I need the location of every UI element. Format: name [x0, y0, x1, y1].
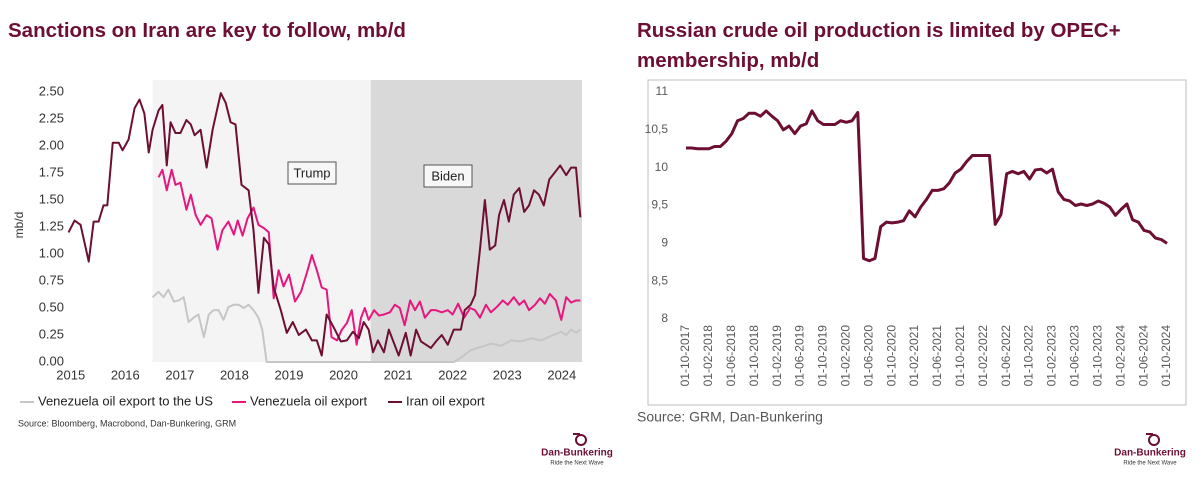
y-tick-label: 2.00 — [39, 137, 64, 152]
shaded-region — [152, 80, 371, 362]
source-note: Source: GRM, Dan-Bunkering — [637, 409, 823, 425]
x-tick-label: 2021 — [384, 367, 413, 382]
chart-title: Russian crude oil production is limited … — [637, 19, 1121, 72]
line-series — [157, 168, 581, 346]
logo-tagline: Ride the Next Wave — [550, 461, 604, 467]
chart-title: Sanctions on Iran are key to follow, mb/… — [8, 19, 406, 42]
x-tick-label: 01-06-2019 — [793, 325, 807, 387]
x-tick-label: 01-10-2017 — [678, 325, 692, 387]
line-series — [67, 92, 582, 357]
y-tick-label: 1.00 — [39, 245, 64, 260]
logo-icon — [1148, 434, 1160, 446]
y-tick-label: 10 — [655, 160, 669, 174]
legend-label: Venezuela oil export — [250, 393, 367, 408]
x-tick-label: 01-02-2024 — [1113, 325, 1127, 387]
x-tick-label: 01-06-2022 — [999, 325, 1013, 387]
annotation-label: Biden — [431, 168, 464, 183]
x-tick-label: 2019 — [275, 367, 304, 382]
x-tick-label: 01-10-2018 — [747, 325, 761, 387]
x-tick-label: 01-06-2024 — [1136, 325, 1150, 387]
y-tick-label: 8 — [661, 311, 668, 325]
y-tick-label: 1.25 — [39, 218, 64, 233]
y-tick-label: 11 — [656, 84, 669, 98]
x-tick-label: 01-10-2024 — [1159, 325, 1173, 387]
y-tick-label: 0.75 — [39, 272, 64, 287]
plot-frame — [647, 79, 1187, 406]
x-tick-label: 01-10-2020 — [884, 325, 898, 387]
x-tick-label: 2023 — [493, 367, 522, 382]
source-note: Source: Bloomberg, Macrobond, Dan-Bunker… — [18, 418, 236, 428]
x-tick-label: 01-10-2019 — [816, 325, 830, 387]
y-tick-label: 2.50 — [39, 83, 64, 98]
y-tick-label: 0.00 — [39, 353, 64, 368]
y-tick-label: 0.50 — [39, 299, 64, 314]
x-tick-label: 01-06-2021 — [930, 325, 944, 387]
y-axis-title: mb/d — [12, 212, 26, 239]
x-tick-label: 01-10-2022 — [1022, 325, 1036, 387]
annotation-box — [287, 161, 337, 185]
x-tick-label: 01-02-2023 — [1045, 325, 1059, 387]
y-tick-label: 1.75 — [39, 164, 64, 179]
legend-label: Venezuela oil export to the US — [38, 393, 213, 408]
line-series — [686, 109, 1168, 263]
x-tick-label: 01-02-2019 — [770, 325, 784, 387]
x-tick-label: 01-10-2021 — [953, 325, 967, 387]
x-tick-label: 01-02-2022 — [976, 325, 990, 387]
x-tick-label: 2016 — [111, 367, 140, 382]
x-tick-label: 2018 — [220, 367, 249, 382]
x-tick-label: 01-06-2023 — [1068, 325, 1082, 387]
annotation-box — [423, 164, 473, 188]
x-tick-label: 2024 — [547, 367, 576, 382]
x-tick-label: 01-06-2018 — [724, 325, 738, 387]
x-tick-label: 2015 — [56, 367, 85, 382]
x-tick-label: 2017 — [165, 367, 194, 382]
line-series — [151, 288, 581, 363]
x-tick-label: 2022 — [438, 367, 467, 382]
x-tick-label: 01-06-2020 — [861, 325, 875, 387]
y-tick-label: 9,5 — [651, 198, 668, 212]
y-tick-label: 0.25 — [39, 326, 64, 341]
x-tick-label: 01-10-2023 — [1090, 325, 1104, 387]
annotation-label: Trump — [293, 165, 330, 180]
legend-label: Iran oil export — [406, 393, 485, 408]
x-tick-label: 01-02-2018 — [701, 325, 715, 387]
y-tick-label: 1.50 — [39, 191, 64, 206]
logo-tagline: Ride the Next Wave — [1123, 461, 1177, 467]
logo-name: Dan-Bunkering — [541, 448, 613, 459]
x-tick-label: 01-02-2020 — [839, 325, 853, 387]
y-tick-label: 2.25 — [39, 110, 64, 125]
y-tick-label: 9 — [661, 236, 668, 250]
logo-name: Dan-Bunkering — [1114, 448, 1186, 459]
x-tick-label: 01-02-2021 — [907, 325, 921, 387]
y-tick-label: 10,5 — [645, 122, 669, 136]
y-tick-label: 8,5 — [651, 273, 668, 287]
x-tick-label: 2020 — [329, 367, 358, 382]
logo-icon — [575, 434, 587, 446]
